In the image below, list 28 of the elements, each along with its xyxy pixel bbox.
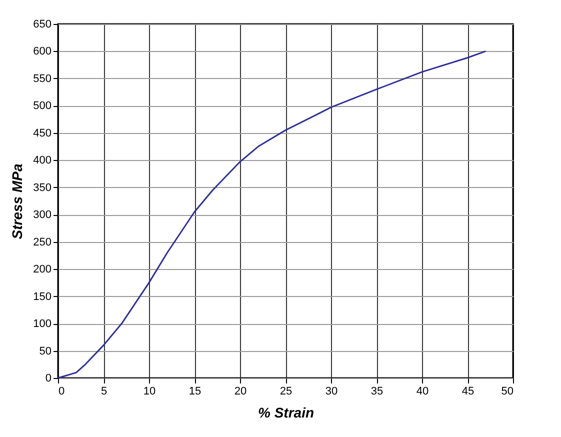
y-tick-label: 650 — [33, 18, 52, 30]
x-tick-label: 40 — [416, 386, 429, 398]
x-tick-label: 45 — [462, 386, 474, 398]
x-tick-label: 0 — [58, 386, 65, 398]
y-tick-label: 600 — [33, 46, 52, 58]
y-tick-label: 450 — [33, 127, 52, 140]
x-tick-label: 35 — [370, 386, 384, 398]
y-tick-label: 550 — [33, 72, 52, 85]
y-tick-label: 400 — [33, 154, 52, 167]
x-axis-title: % Strain — [258, 404, 314, 420]
y-tick-label: 150 — [33, 290, 52, 303]
y-tick-label: 300 — [33, 209, 52, 222]
y-tick-label: 100 — [33, 318, 52, 330]
y-tick-label: 350 — [33, 182, 52, 194]
y-tick-label: 500 — [33, 100, 52, 112]
y-tick-label: 250 — [33, 236, 52, 248]
x-tick-label: 20 — [234, 386, 247, 398]
x-tick-label: 30 — [325, 386, 338, 398]
y-tick-label: 0 — [45, 372, 52, 384]
y-tick-label: 50 — [39, 345, 52, 358]
line-series — [57, 50, 486, 379]
y-tick-label: 200 — [33, 264, 52, 276]
x-tick-label: 25 — [280, 386, 292, 398]
x-tick-label: 50 — [501, 386, 514, 398]
x-tick-label: 5 — [100, 386, 108, 398]
y-axis-title: Stress MPa — [9, 164, 26, 240]
x-tick-label: 15 — [188, 386, 202, 398]
x-tick-label: 10 — [143, 386, 156, 398]
